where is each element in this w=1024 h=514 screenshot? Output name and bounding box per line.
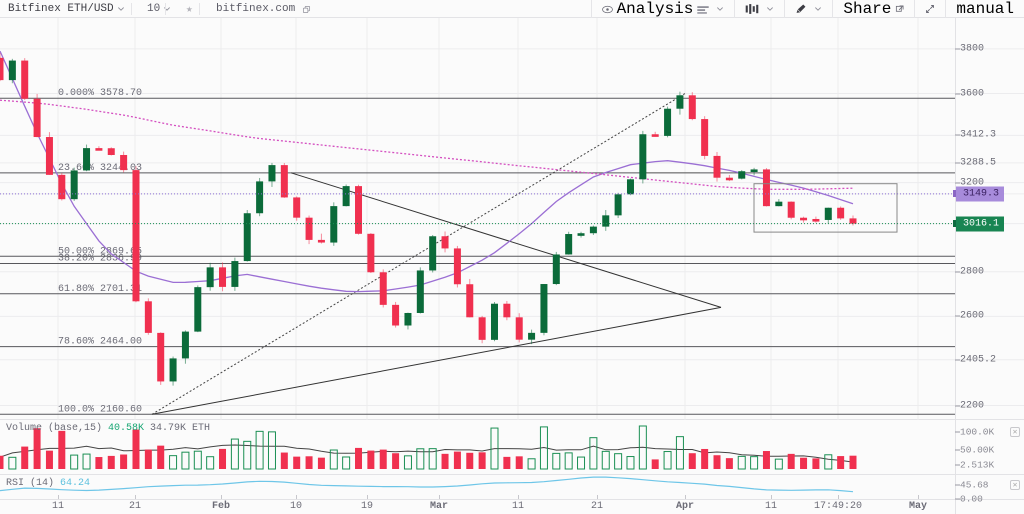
svg-text:0.000% 3578.70: 0.000% 3578.70 bbox=[58, 88, 142, 99]
svg-text:61.80% 2701.31: 61.80% 2701.31 bbox=[58, 284, 142, 295]
svg-text:100.0% 2160.60: 100.0% 2160.60 bbox=[58, 404, 142, 415]
svg-text:50.00% 2869.65: 50.00% 2869.65 bbox=[58, 246, 142, 257]
svg-text:23.60% 3244.03: 23.60% 3244.03 bbox=[58, 163, 142, 174]
svg-text:78.60% 2464.00: 78.60% 2464.00 bbox=[58, 337, 142, 348]
